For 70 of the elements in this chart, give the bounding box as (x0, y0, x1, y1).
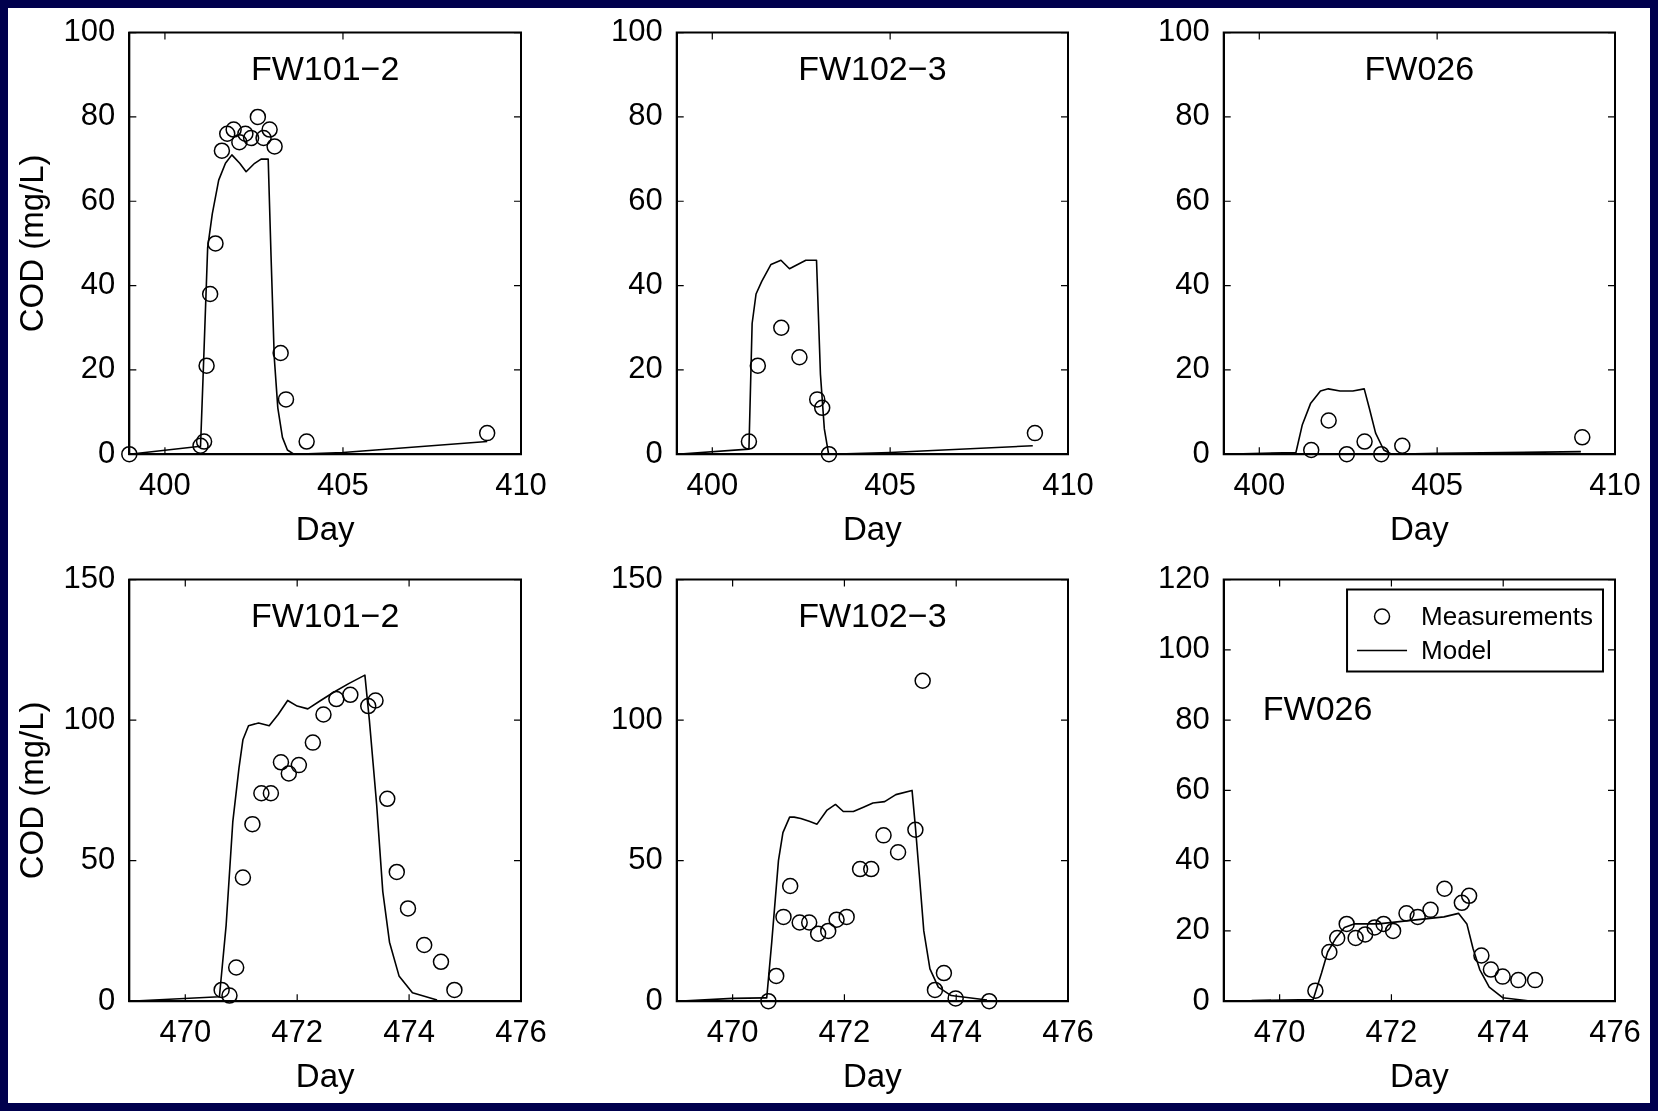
y-tick-label: 50 (628, 841, 663, 877)
x-tick-label: 472 (1365, 1014, 1418, 1050)
y-tick-label: 0 (98, 434, 116, 470)
x-axis-title: Day (843, 510, 903, 548)
y-tick-label: 50 (80, 841, 116, 877)
y-tick-label: 100 (63, 700, 116, 736)
x-tick-label: 410 (495, 467, 547, 503)
x-tick-label: 476 (495, 1014, 547, 1050)
text: FW101−2 (250, 48, 400, 87)
y-tick-label: 60 (1175, 770, 1210, 806)
y-tick-label: 20 (1175, 350, 1210, 386)
x-axis-title: Day (1390, 1057, 1450, 1095)
y-tick-label: 100 (1157, 630, 1210, 666)
y-axis-title: COD (mg/L) (12, 701, 50, 880)
y-tick-label: 80 (80, 97, 116, 133)
x-tick-label: 410 (1042, 467, 1094, 503)
y-tick-label: 150 (610, 560, 663, 596)
x-tick-label: 472 (271, 1014, 324, 1050)
x-axis-title: Day (1390, 510, 1450, 548)
x-tick-label: 474 (383, 1014, 435, 1050)
y-tick-label: 0 (1192, 434, 1210, 470)
x-tick-label: 472 (818, 1014, 871, 1050)
y-tick-label: 100 (1157, 13, 1210, 49)
x-tick-label: 410 (1589, 467, 1641, 503)
y-tick-label: 60 (628, 181, 663, 217)
text: FW026 (1364, 48, 1475, 87)
text: FW026 (1262, 688, 1373, 727)
y-tick-label: 100 (63, 13, 116, 49)
x-tick-label: 400 (139, 467, 191, 503)
text: FW101−2 (250, 595, 400, 634)
y-tick-label: 0 (98, 981, 116, 1017)
y-tick-label: 60 (1175, 181, 1210, 217)
y-axis-title: COD (mg/L) (12, 154, 50, 333)
y-tick-label: 80 (1175, 97, 1210, 133)
x-tick-label: 405 (864, 467, 917, 503)
text: FW102−3 (798, 48, 947, 87)
x-tick-label: 476 (1042, 1014, 1094, 1050)
y-tick-label: 40 (628, 266, 663, 302)
x-axis-title: Day (843, 1057, 903, 1095)
x-axis-title: Day (295, 1057, 355, 1095)
x-tick-label: 474 (1477, 1014, 1530, 1050)
y-tick-label: 20 (80, 350, 116, 386)
x-axis-title: Day (295, 510, 355, 548)
y-tick-label: 40 (1175, 841, 1210, 877)
x-tick-label: 470 (706, 1014, 759, 1050)
y-tick-label: 0 (645, 434, 663, 470)
x-tick-label: 405 (317, 467, 369, 503)
x-tick-label: 470 (1253, 1014, 1306, 1050)
y-tick-label: 40 (1175, 266, 1210, 302)
y-tick-label: 100 (610, 700, 663, 736)
x-tick-label: 400 (1233, 467, 1286, 503)
y-tick-label: 100 (610, 13, 663, 49)
legend-label: Model (1421, 634, 1492, 665)
y-tick-label: 80 (1175, 700, 1210, 736)
text: FW102−3 (798, 595, 947, 634)
y-tick-label: 20 (628, 350, 663, 386)
y-tick-label: 80 (628, 97, 663, 133)
y-tick-label: 60 (80, 181, 116, 217)
legend-label: Measurements (1421, 600, 1594, 631)
x-tick-label: 476 (1589, 1014, 1641, 1050)
y-tick-label: 0 (1192, 981, 1210, 1017)
x-tick-label: 400 (686, 467, 739, 503)
x-tick-label: 474 (930, 1014, 983, 1050)
y-tick-label: 120 (1157, 560, 1210, 596)
y-tick-label: 20 (1175, 911, 1210, 947)
y-tick-label: 0 (645, 981, 663, 1017)
x-tick-label: 470 (159, 1014, 212, 1050)
y-tick-label: 150 (63, 560, 116, 596)
x-tick-label: 405 (1411, 467, 1464, 503)
y-tick-label: 40 (80, 266, 116, 302)
